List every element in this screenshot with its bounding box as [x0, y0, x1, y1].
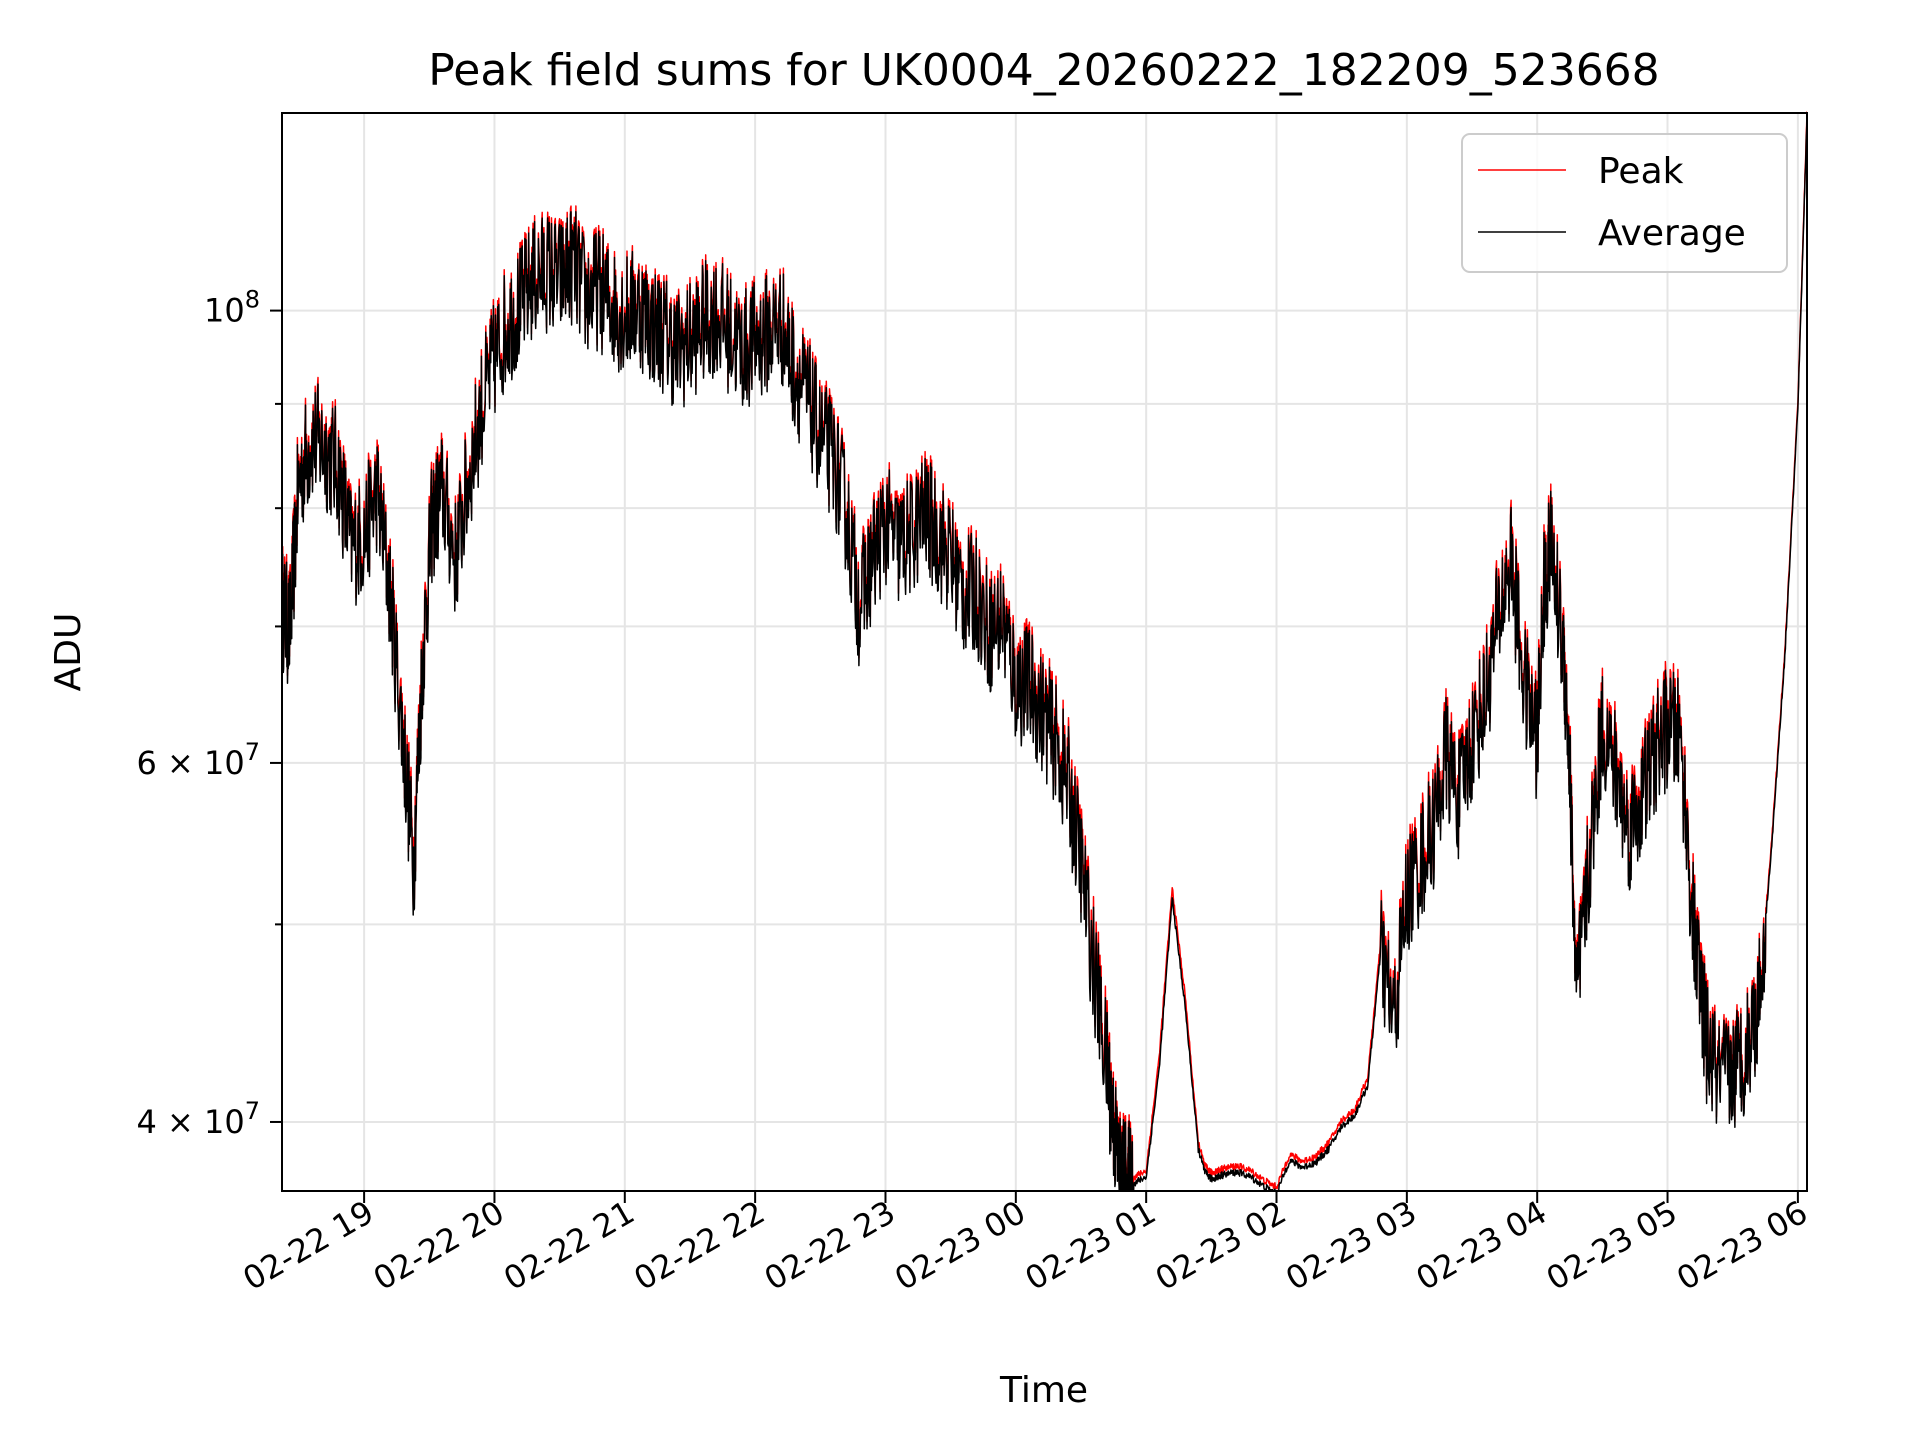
y-tick-label-base: 4 × 10 — [136, 1103, 244, 1141]
plot-frame — [281, 112, 1808, 1192]
y-tick-label-exponent: 7 — [245, 1097, 260, 1125]
series-layer — [282, 111, 1807, 1191]
legend-label-peak: Peak — [1598, 151, 1684, 192]
chart-title: Peak field sums for UK0004_20260222_1822… — [428, 45, 1659, 96]
y-axis-label: ADU — [48, 613, 89, 692]
y-tick-label: 6 × 107 — [136, 738, 260, 782]
y-tick-label-base: 6 × 10 — [136, 744, 244, 782]
y-tick-label: 4 × 107 — [136, 1097, 260, 1141]
legend-frame — [1461, 133, 1788, 273]
y-tick-label-exponent: 8 — [245, 286, 260, 314]
series-line-average — [282, 116, 1807, 1191]
y-tick-label-base: 10 — [204, 292, 245, 330]
x-axis-label: Time — [999, 1370, 1088, 1411]
y-tick-label: 108 — [204, 286, 260, 330]
grid-layer — [282, 113, 1807, 1191]
y-tick-label-exponent: 7 — [245, 738, 260, 766]
legend-label-average: Average — [1598, 213, 1746, 254]
legend: Peak Average — [1461, 133, 1788, 273]
